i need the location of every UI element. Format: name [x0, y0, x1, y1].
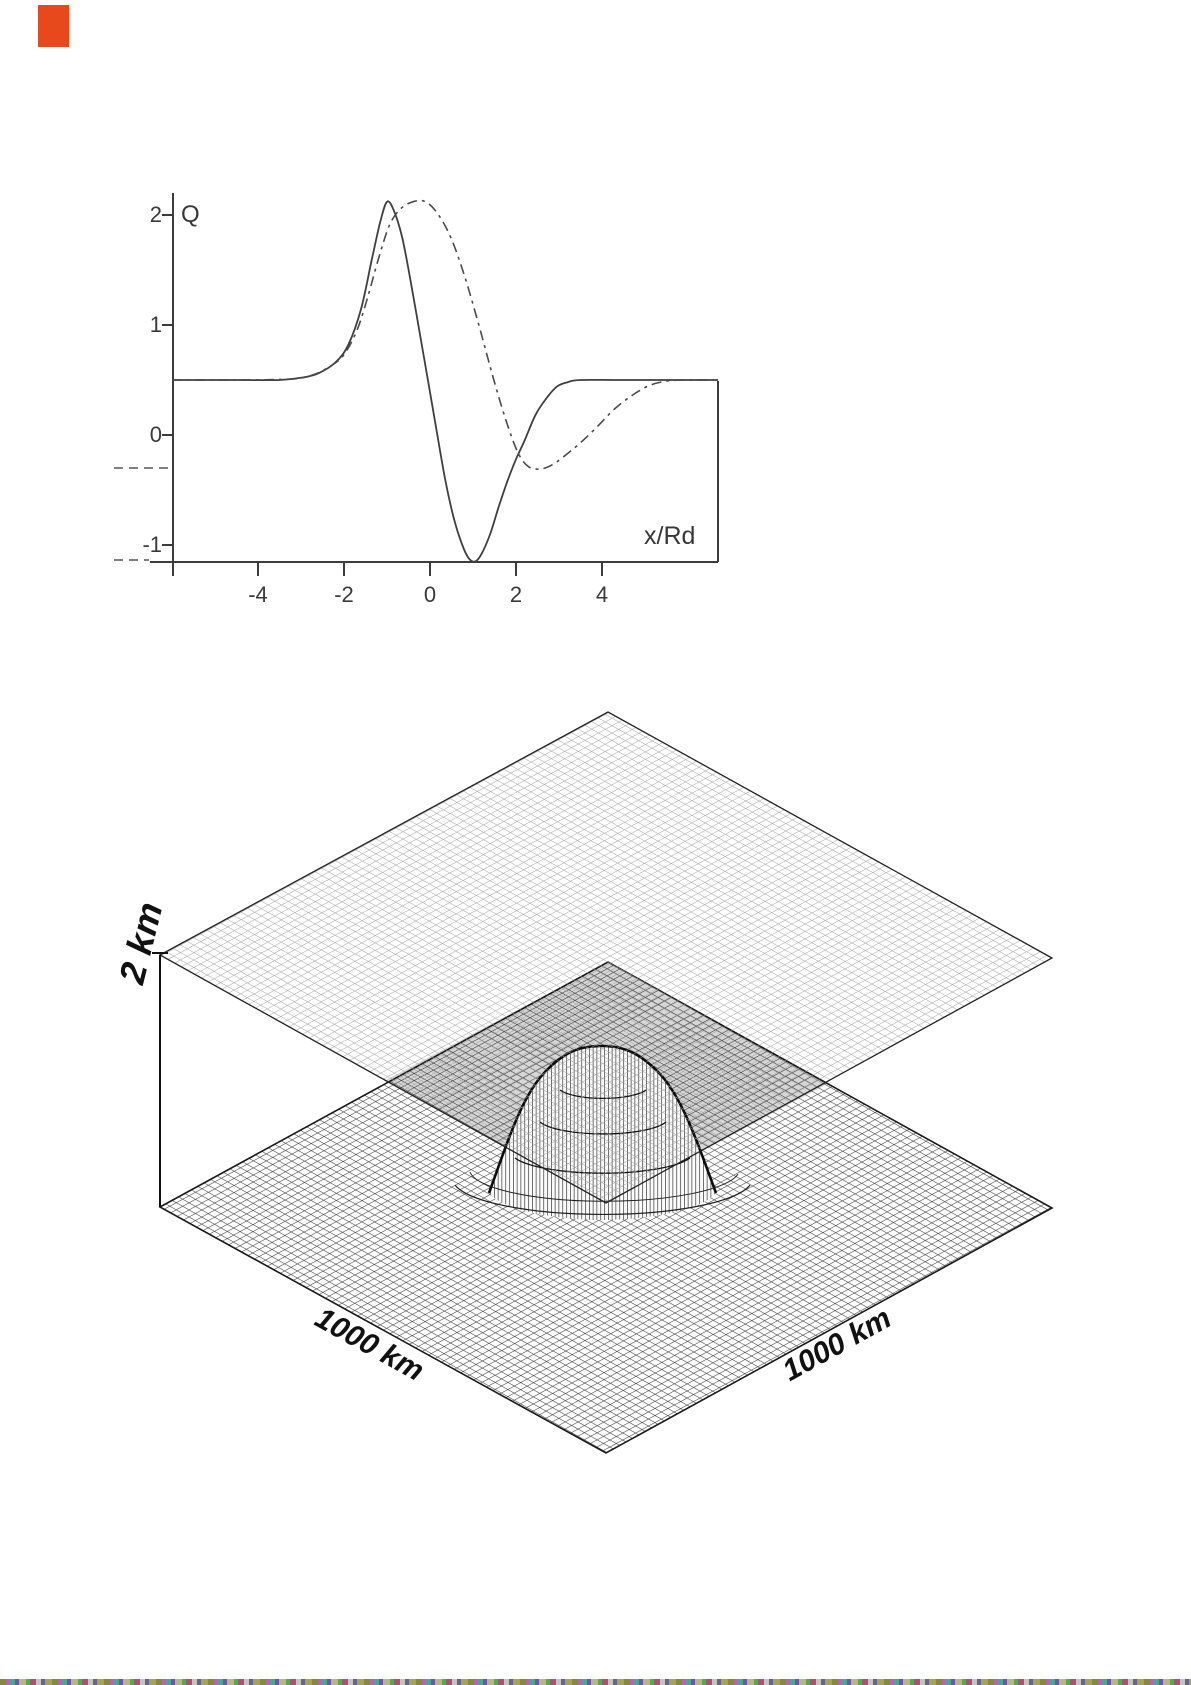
- y-tick-label: -1: [142, 532, 162, 557]
- x-tick-label: -4: [248, 582, 268, 607]
- y-ticks: [162, 214, 173, 546]
- x-tick-label: 4: [595, 582, 609, 607]
- orange-marker-square: [38, 5, 69, 47]
- x-tick-label: -2: [334, 582, 354, 607]
- x-tick-label: 2: [509, 582, 523, 607]
- bottom-artifact-stripe: [0, 1679, 1191, 1685]
- y-tick-label: 1: [149, 312, 162, 337]
- line-chart-canvas: [114, 193, 719, 576]
- y-tick-label: 0: [149, 422, 162, 447]
- y-axis-title: Q: [181, 201, 200, 228]
- solid-curve: [171, 200, 719, 563]
- x-tick-label: 0: [423, 582, 437, 607]
- y-tick-label: 2: [149, 202, 162, 227]
- surface-plot-canvas: [152, 711, 1054, 1454]
- x-axis-title: x/Rd: [644, 522, 696, 550]
- height-reference-line: [152, 952, 168, 1207]
- x-ticks: [257, 562, 603, 576]
- dash-dot-curve: [171, 199, 719, 470]
